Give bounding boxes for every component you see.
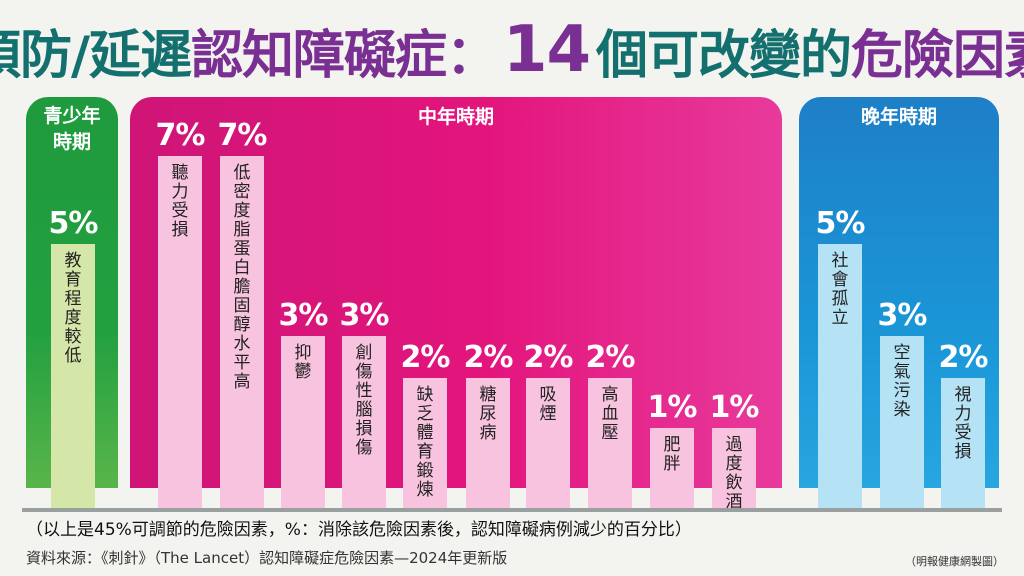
bar-value-1: 5% — [48, 206, 99, 241]
bar-value-9: 2% — [585, 340, 636, 375]
bar-8: 吸煙 — [526, 378, 570, 512]
title-part-modifiable: 個可改變的 — [596, 25, 852, 86]
title-part-prevent: 預防/延遲 — [0, 25, 192, 86]
bar-label-5: 創傷性腦損傷 — [355, 343, 373, 458]
bar-value-8: 2% — [523, 340, 574, 375]
title-part-number: 14 — [502, 13, 591, 87]
bar-9: 高血壓 — [588, 378, 632, 512]
bar-11: 過度飲酒 — [712, 428, 756, 512]
bar-14: 視力受損 — [941, 378, 985, 512]
bar-value-14: 2% — [938, 340, 989, 375]
bar-value-2: 7% — [155, 118, 206, 153]
bar-value-7: 2% — [463, 340, 514, 375]
bar-label-8: 吸煙 — [539, 385, 557, 424]
bar-label-13: 空氣污染 — [893, 343, 911, 420]
bar-value-13: 3% — [877, 298, 928, 333]
bar-12: 社會孤立 — [818, 244, 862, 512]
bar-value-10: 1% — [647, 390, 698, 425]
bar-label-2: 聽力受損 — [171, 163, 189, 240]
bar-10: 肥胖 — [650, 428, 694, 512]
bar-label-14: 視力受損 — [954, 385, 972, 462]
bar-5: 創傷性腦損傷 — [342, 336, 386, 512]
bar-label-11: 過度飲酒 — [725, 435, 743, 512]
bar-value-6: 2% — [400, 340, 451, 375]
title-part-risk-factors: 危險因素 — [851, 25, 1024, 86]
chart-note: （以上是45%可調節的危險因素，%：消除該危險因素後，認知障礙病例減少的百分比） — [26, 520, 692, 540]
bar-7: 糖尿病 — [466, 378, 510, 512]
bar-value-11: 1% — [709, 390, 760, 425]
bar-label-12: 社會孤立 — [831, 251, 849, 328]
bar-1: 教育程度較低 — [51, 244, 95, 512]
bar-value-3: 7% — [217, 118, 268, 153]
bar-label-4: 抑鬱 — [294, 343, 312, 382]
credit-line: （明報健康網製圖） — [905, 555, 1004, 568]
bar-label-6: 缺乏體育鍛煉 — [416, 385, 434, 500]
bar-label-10: 肥胖 — [663, 435, 681, 474]
bar-value-12: 5% — [815, 206, 866, 241]
panel-label-late: 晚年時期 — [860, 106, 937, 128]
bar-label-7: 糖尿病 — [479, 385, 497, 443]
bar-3: 低密度脂蛋白膽固醇水平高 — [220, 156, 264, 512]
bar-label-9: 高血壓 — [601, 385, 619, 443]
bar-13: 空氣污染 — [880, 336, 924, 512]
source-line: 資料來源：《刺針》（The Lancet）認知障礙症危險因素—2024年更新版 — [26, 549, 508, 567]
bar-label-3: 低密度脂蛋白膽固醇水平高 — [233, 163, 251, 392]
panel-label-youth: 青少年 時期 — [43, 105, 101, 153]
title-part-dementia: 認知障礙症： — [190, 25, 498, 86]
bar-6: 缺乏體育鍛煉 — [403, 378, 447, 512]
bar-value-5: 3% — [339, 298, 390, 333]
chart-baseline — [22, 508, 1002, 512]
bar-label-1: 教育程度較低 — [64, 251, 82, 366]
bar-2: 聽力受損 — [158, 156, 202, 512]
bar-4: 抑鬱 — [281, 336, 325, 512]
page-title: 預防/延遲 認知障礙症： 14 個可改變的 危險因素 — [0, 2, 1024, 98]
panel-label-midlife: 中年時期 — [417, 106, 494, 128]
bar-value-4: 3% — [278, 298, 329, 333]
